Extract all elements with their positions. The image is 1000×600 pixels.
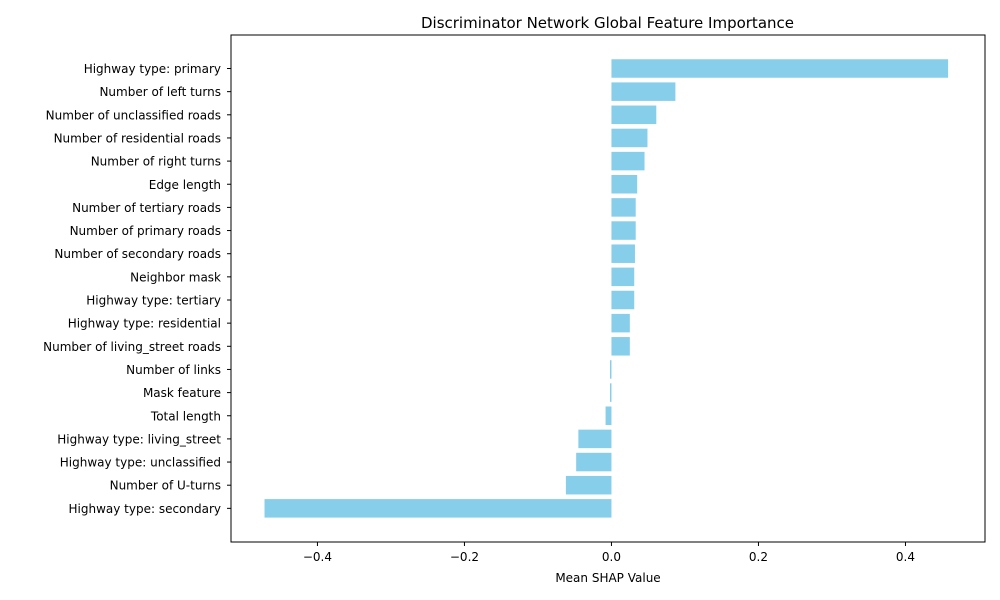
bar [611, 82, 676, 101]
y-tick-label: Number of unclassified roads [46, 108, 221, 122]
y-tick-label: Neighbor mask [130, 270, 221, 284]
y-tick-label: Number of U-turns [110, 479, 221, 493]
bar [264, 499, 612, 518]
y-tick-label: Highway type: tertiary [86, 294, 221, 308]
bar [611, 128, 648, 148]
y-tick-label: Highway type: unclassified [60, 456, 221, 470]
y-tick-label: Number of secondary roads [54, 247, 221, 261]
x-axis-label: Mean SHAP Value [555, 571, 660, 585]
bar [611, 59, 949, 78]
y-tick-label: Number of living_street roads [43, 340, 221, 354]
y-tick-label: Highway type: residential [68, 317, 221, 331]
bar [609, 360, 612, 379]
y-tick-label: Number of tertiary roads [72, 201, 221, 215]
y-axis-ticks: Highway type: primary Number of left turn… [43, 62, 231, 516]
bar [611, 221, 636, 240]
y-tick-label: Number of links [126, 363, 221, 377]
x-tick-label: 0.0 [602, 550, 621, 564]
bar [565, 475, 612, 495]
y-tick-label: Highway type: primary [84, 62, 221, 76]
bar [611, 267, 635, 287]
y-tick-label: Highway type: living_street [57, 432, 221, 446]
chart-title: Discriminator Network Global Feature Imp… [421, 14, 794, 32]
bar [576, 452, 612, 472]
y-tick-label: Total length [150, 409, 221, 423]
bar [611, 290, 635, 310]
y-tick-label: Edge length [149, 178, 221, 192]
x-tick-label: 0.2 [749, 550, 768, 564]
bar [611, 151, 645, 171]
x-axis-ticks: −0.4 −0.2 0.0 0.2 0.4 [303, 542, 915, 564]
bar [611, 198, 636, 217]
x-tick-label: 0.4 [896, 550, 915, 564]
plot-frame [230, 34, 986, 543]
y-tick-label: Mask feature [143, 386, 221, 400]
bar [611, 337, 630, 356]
bar [609, 383, 612, 402]
y-tick-label: Number of residential roads [54, 131, 221, 145]
x-tick-label: −0.4 [303, 550, 332, 564]
y-tick-label: Highway type: secondary [68, 502, 221, 516]
bar [611, 313, 630, 333]
bar [578, 429, 612, 449]
bar [611, 244, 635, 263]
bar [611, 175, 638, 194]
y-tick-label: Number of primary roads [70, 224, 221, 238]
y-tick-label: Number of left turns [99, 85, 221, 99]
y-tick-label: Number of right turns [91, 155, 221, 169]
bar [605, 406, 612, 425]
x-tick-label: −0.2 [450, 550, 479, 564]
bars-group [264, 59, 949, 518]
bar [611, 105, 657, 125]
